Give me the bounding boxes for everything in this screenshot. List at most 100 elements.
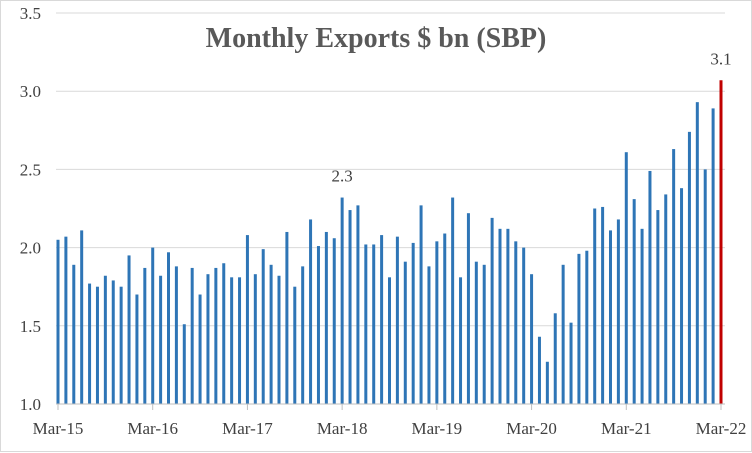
y-tick-label: 2.5 xyxy=(20,160,41,179)
bar xyxy=(316,246,320,404)
bar xyxy=(380,235,384,404)
x-axis-ticks: Mar-15 Mar-16 Mar-17 Mar-18 Mar-19 Mar-20 Mar-… xyxy=(33,404,747,438)
bar xyxy=(648,170,652,404)
bar xyxy=(506,228,510,404)
x-tick-label: Mar-21 xyxy=(601,419,652,438)
bar xyxy=(451,197,455,404)
x-tick-label: Mar-16 xyxy=(127,419,178,438)
bar xyxy=(167,252,170,404)
bar xyxy=(514,241,518,404)
x-tick-label: Mar-22 xyxy=(696,419,747,438)
bar xyxy=(182,324,186,404)
bar xyxy=(269,264,273,404)
y-tick-label: 3.0 xyxy=(20,82,41,101)
bar xyxy=(395,236,399,404)
bar xyxy=(656,210,660,404)
y-axis-ticks: 1.0 1.5 2.0 2.5 3.0 3.5 xyxy=(20,4,41,414)
bar xyxy=(135,294,139,404)
bar xyxy=(372,244,376,404)
bar xyxy=(222,263,226,404)
x-tick-label: Mar-20 xyxy=(506,419,557,438)
bar xyxy=(577,253,581,404)
bar xyxy=(206,274,210,404)
bar xyxy=(419,205,423,404)
x-tick-label: Mar-15 xyxy=(33,419,84,438)
bar xyxy=(348,210,352,404)
bar xyxy=(174,266,178,404)
bar xyxy=(324,231,328,404)
bar xyxy=(190,267,194,404)
bar xyxy=(687,131,691,405)
bar xyxy=(703,169,707,404)
bar xyxy=(159,275,163,404)
y-tick-label: 1.5 xyxy=(20,317,41,336)
bar xyxy=(569,322,573,404)
bar xyxy=(214,267,218,404)
bar xyxy=(624,152,628,404)
bar xyxy=(545,361,549,404)
bar xyxy=(616,219,620,404)
bar xyxy=(490,217,494,404)
bar xyxy=(474,261,478,404)
bar xyxy=(238,277,242,404)
bar xyxy=(95,286,99,404)
bar xyxy=(230,277,234,404)
bar xyxy=(711,108,715,405)
bar xyxy=(143,267,147,404)
bar xyxy=(151,247,155,404)
bar xyxy=(632,199,636,404)
bar xyxy=(411,242,415,404)
bar xyxy=(522,247,526,404)
bar xyxy=(293,286,297,404)
bar xyxy=(537,336,541,404)
bar xyxy=(309,219,313,404)
data-label: 2.3 xyxy=(332,167,353,186)
x-tick-label: Mar-18 xyxy=(317,419,368,438)
bar-highlight xyxy=(719,80,723,404)
bar xyxy=(80,230,84,404)
bar xyxy=(672,149,676,404)
bar xyxy=(459,277,463,404)
y-tick-label: 2.0 xyxy=(20,239,41,258)
bar xyxy=(482,264,486,404)
bar xyxy=(585,250,589,404)
bar xyxy=(388,277,391,404)
bar xyxy=(64,236,68,404)
bar xyxy=(695,102,699,405)
bar xyxy=(253,274,257,404)
bar xyxy=(340,197,344,404)
bar xyxy=(498,228,502,404)
bar xyxy=(601,206,605,404)
bar xyxy=(609,230,612,404)
bar xyxy=(277,275,281,404)
y-tick-label: 3.5 xyxy=(20,4,41,23)
bar xyxy=(443,233,447,404)
bar xyxy=(364,244,368,404)
bar xyxy=(301,266,305,404)
bar xyxy=(285,231,289,404)
bar xyxy=(198,294,202,404)
bar xyxy=(119,286,123,404)
bar xyxy=(356,205,360,404)
bar xyxy=(56,239,60,404)
bar xyxy=(530,274,534,404)
bar xyxy=(127,255,131,404)
x-tick-label: Mar-17 xyxy=(222,419,273,438)
bar xyxy=(111,280,115,404)
bar xyxy=(72,264,76,404)
bar xyxy=(88,283,92,404)
bar xyxy=(245,235,249,404)
bar xyxy=(466,213,470,404)
data-label: 3.1 xyxy=(710,49,731,68)
bar xyxy=(593,208,597,404)
bar xyxy=(103,275,107,404)
bar xyxy=(435,241,439,404)
bar xyxy=(553,313,557,404)
bar xyxy=(427,266,431,404)
bar xyxy=(680,188,684,404)
gridlines xyxy=(56,12,725,327)
bar xyxy=(561,264,565,404)
bar xyxy=(403,261,407,404)
data-labels: 2.3 3.1 xyxy=(332,49,732,185)
